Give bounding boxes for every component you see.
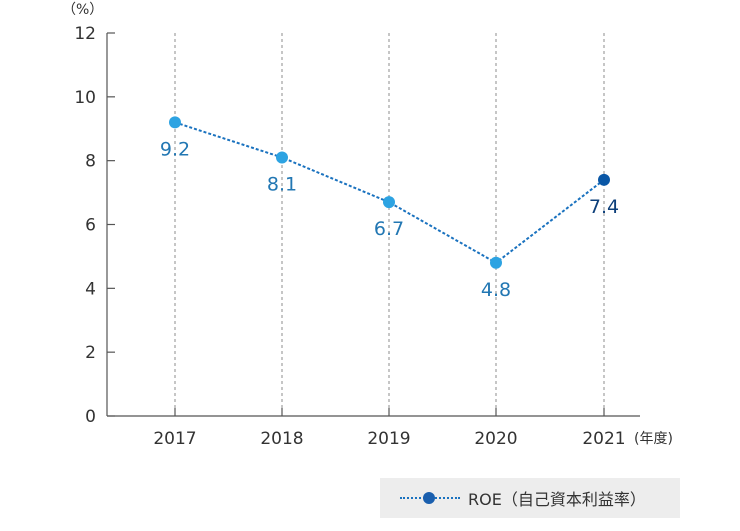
axes [106,32,640,417]
data-label-2020: 4.8 [481,279,511,301]
data-points [169,116,610,269]
y-tick-label-12: 12 [74,24,96,44]
data-label-2021: 7.4 [589,196,619,218]
y-tick-label-10: 10 [74,88,96,108]
x-axis-unit: (年度) [634,431,673,447]
data-label-2018: 8.1 [267,173,297,195]
data-point-2019 [383,196,395,209]
legend-swatch [400,491,460,505]
roe-series-line [174,121,605,264]
legend: ROE（自己資本利益率） [380,478,680,518]
vertical-grid [174,33,605,416]
x-unit-label: (年度) [634,431,673,447]
legend-dot-icon [423,492,435,504]
x-tick-label-2020: 2020 [474,429,517,449]
y-tick-label-4: 4 [85,279,96,299]
data-point-2017 [169,116,181,129]
x-tick-label-2021: 2021 [582,429,625,449]
data-labels: 9.2 8.1 6.7 4.8 7.4 [160,138,619,300]
y-tick-label-0: 0 [85,407,96,427]
series-line-group [174,121,605,264]
data-label-2017: 9.2 [160,138,190,160]
data-point-2020 [490,256,502,269]
y-axis-unit: （%） [62,2,103,18]
y-unit-label: （%） [62,2,103,18]
y-tick-labels: 0 2 4 6 8 10 12 [74,24,96,427]
data-label-2019: 6.7 [374,218,404,240]
x-tick-label-2019: 2019 [367,429,410,449]
x-tick-labels: 2017 2018 2019 2020 2021 [153,429,625,449]
y-tick-label-8: 8 [85,152,96,172]
data-point-2018 [276,151,288,164]
x-tick-label-2017: 2017 [153,429,196,449]
legend-label: ROE（自己資本利益率） [468,490,646,509]
x-tick-label-2018: 2018 [260,429,303,449]
y-tick-label-2: 2 [85,343,96,363]
data-point-2021 [598,173,610,186]
y-tick-label-6: 6 [85,216,96,236]
